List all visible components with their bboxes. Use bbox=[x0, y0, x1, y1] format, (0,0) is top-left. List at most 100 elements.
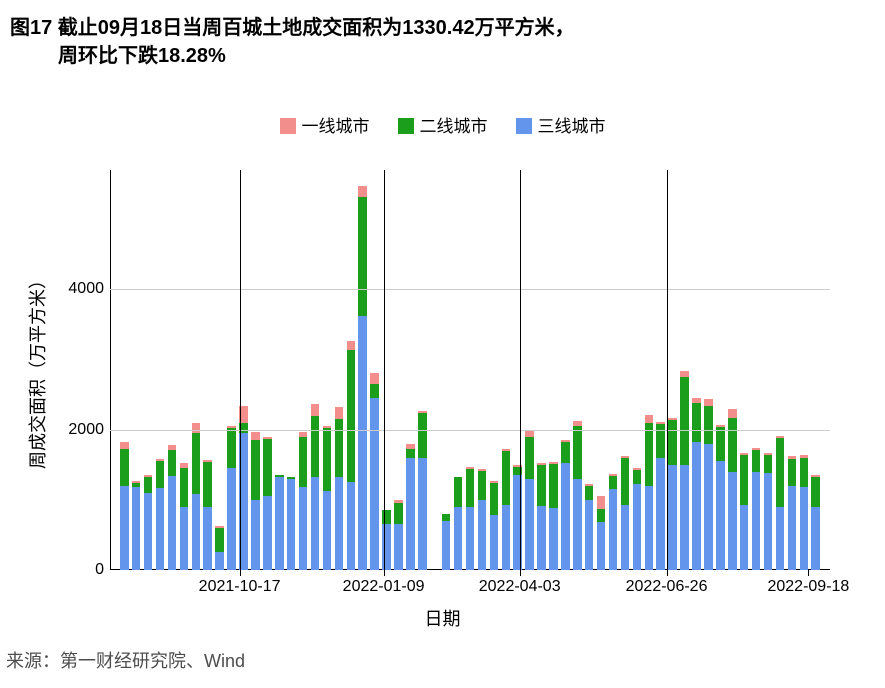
bar-column bbox=[418, 411, 427, 570]
bar-segment-tier1 bbox=[192, 423, 201, 433]
bar-segment-tier3 bbox=[692, 442, 701, 570]
bar-segment-tier2 bbox=[203, 462, 212, 507]
bar-column bbox=[609, 474, 618, 570]
bar-segment-tier3 bbox=[442, 521, 451, 570]
bar-segment-tier3 bbox=[668, 465, 677, 570]
legend-label: 三线城市 bbox=[538, 117, 606, 136]
bar-segment-tier2 bbox=[478, 471, 487, 500]
bar-column bbox=[406, 444, 415, 570]
bar-column bbox=[466, 467, 475, 570]
bar-segment-tier2 bbox=[335, 419, 344, 477]
legend-swatch bbox=[280, 118, 296, 134]
bar-segment-tier2 bbox=[525, 437, 534, 478]
bar-segment-tier2 bbox=[776, 438, 785, 507]
bar-segment-tier1 bbox=[347, 341, 356, 350]
bar-column bbox=[358, 186, 367, 570]
bar-column bbox=[752, 448, 761, 570]
bar-column bbox=[132, 481, 141, 570]
bar-segment-tier2 bbox=[180, 468, 189, 507]
legend-item: 二线城市 bbox=[398, 112, 488, 137]
bar-column bbox=[633, 468, 642, 570]
bar-column bbox=[716, 425, 725, 570]
bar-segment-tier2 bbox=[358, 197, 367, 316]
bar-segment-tier3 bbox=[537, 506, 546, 570]
bar-column bbox=[203, 460, 212, 570]
chart-title-line2: 周环比下跌18.28% bbox=[58, 42, 226, 70]
bar-segment-tier3 bbox=[502, 505, 511, 570]
major-x-gridline bbox=[520, 170, 521, 570]
bar-segment-tier3 bbox=[513, 475, 522, 570]
bar-segment-tier2 bbox=[227, 428, 236, 467]
bar-segment-tier3 bbox=[335, 477, 344, 570]
x-axis-ticks: 2021-10-172022-01-092022-04-032022-06-26… bbox=[110, 578, 830, 602]
bar-segment-tier1 bbox=[704, 399, 713, 406]
bar-segment-tier3 bbox=[180, 507, 189, 570]
bar-segment-tier3 bbox=[275, 477, 284, 570]
bar-segment-tier2 bbox=[752, 450, 761, 472]
bar-column bbox=[525, 430, 534, 570]
bar-segment-tier2 bbox=[800, 458, 809, 487]
bar-segment-tier3 bbox=[311, 477, 320, 570]
bar-segment-tier2 bbox=[716, 427, 725, 461]
bar-segment-tier2 bbox=[645, 423, 654, 486]
bar-segment-tier3 bbox=[454, 507, 463, 570]
bar-column bbox=[347, 341, 356, 570]
bar-column bbox=[144, 475, 153, 570]
bar-segment-tier3 bbox=[680, 465, 689, 570]
bar-column bbox=[251, 432, 260, 570]
bar-column bbox=[692, 398, 701, 570]
x-tick-label: 2022-06-26 bbox=[626, 578, 708, 596]
bar-segment-tier2 bbox=[502, 451, 511, 506]
bar-segment-tier2 bbox=[215, 528, 224, 552]
bar-segment-tier2 bbox=[418, 413, 427, 458]
y-axis: 020004000 bbox=[60, 170, 110, 570]
legend: 一线城市 二线城市 三线城市 bbox=[0, 112, 885, 137]
bar-segment-tier3 bbox=[192, 494, 201, 570]
bar-segment-tier3 bbox=[203, 507, 212, 570]
bar-segment-tier2 bbox=[692, 403, 701, 442]
bar-segment-tier2 bbox=[466, 469, 475, 507]
legend-label: 二线城市 bbox=[420, 117, 488, 136]
bar-column bbox=[680, 371, 689, 570]
bar-column bbox=[263, 437, 272, 570]
bar-segment-tier3 bbox=[406, 458, 415, 570]
bar-column bbox=[561, 440, 570, 571]
bar-segment-tier3 bbox=[263, 496, 272, 570]
bar-segment-tier1 bbox=[370, 373, 379, 384]
major-x-gridline bbox=[384, 170, 385, 570]
y-gridline bbox=[110, 430, 830, 431]
bar-column bbox=[800, 455, 809, 570]
bar-column bbox=[537, 463, 546, 570]
legend-item: 三线城市 bbox=[516, 112, 606, 137]
bar-segment-tier3 bbox=[490, 515, 499, 570]
bar-column bbox=[502, 449, 511, 570]
bar-segment-tier3 bbox=[621, 505, 630, 570]
x-tick-mark bbox=[240, 570, 241, 576]
bar-segment-tier2 bbox=[764, 455, 773, 473]
bar-column bbox=[776, 436, 785, 570]
bar-segment-tier2 bbox=[573, 426, 582, 479]
bar-segment-tier3 bbox=[287, 479, 296, 570]
legend-item: 一线城市 bbox=[280, 112, 370, 137]
x-tick-mark bbox=[520, 570, 521, 576]
x-tick-label: 2022-01-09 bbox=[343, 578, 425, 596]
bar-segment-tier2 bbox=[192, 433, 201, 493]
bar-column bbox=[645, 415, 654, 570]
bar-column bbox=[740, 453, 749, 570]
bar-column bbox=[275, 475, 284, 570]
source-label: 来源：第一财经研究院、Wind bbox=[6, 647, 245, 673]
bar-segment-tier3 bbox=[227, 468, 236, 570]
bar-segment-tier2 bbox=[561, 442, 570, 463]
bar-column bbox=[442, 514, 451, 570]
bar-segment-tier2 bbox=[621, 458, 630, 504]
bar-segment-tier3 bbox=[645, 486, 654, 570]
bar-segment-tier1 bbox=[251, 432, 260, 440]
axis-left-line bbox=[110, 170, 111, 570]
bar-segment-tier3 bbox=[585, 500, 594, 570]
bar-segment-tier3 bbox=[752, 472, 761, 570]
bar-segment-tier3 bbox=[764, 473, 773, 570]
y-gridline bbox=[110, 289, 830, 290]
bar-column bbox=[192, 423, 201, 570]
bar-column bbox=[478, 469, 487, 570]
bar-segment-tier3 bbox=[740, 505, 749, 570]
